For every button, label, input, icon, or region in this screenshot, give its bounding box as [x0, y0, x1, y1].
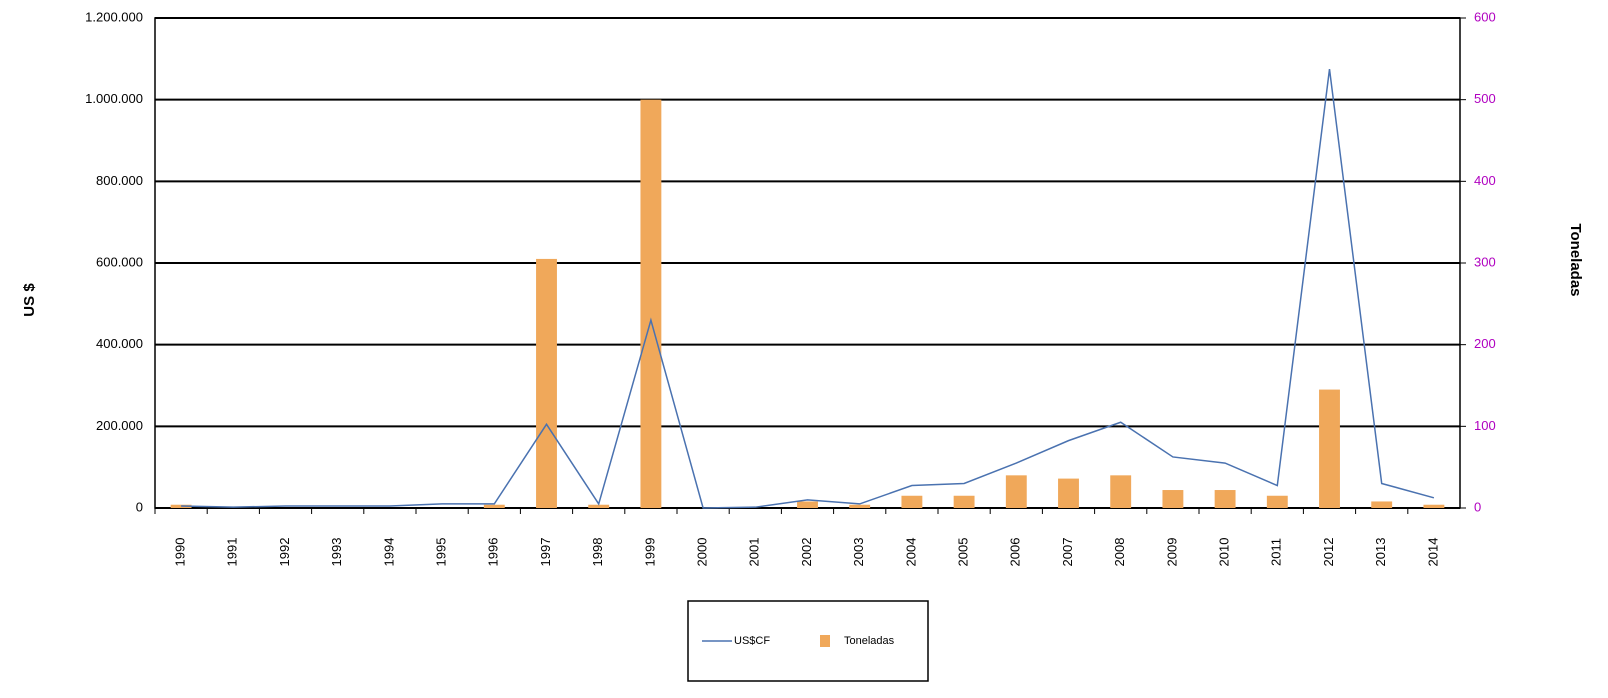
bar — [536, 258, 557, 508]
x-tick-label: 2001 — [747, 538, 762, 567]
x-tick-label: 2013 — [1373, 538, 1388, 567]
x-tick-label: 1998 — [590, 538, 605, 567]
legend-label: US$CF — [734, 635, 770, 647]
legend-swatch — [820, 635, 830, 647]
x-tick-label: 2008 — [1112, 538, 1127, 567]
y-tick-label: 0 — [136, 499, 143, 514]
y2-tick-label: 300 — [1474, 254, 1496, 269]
bar — [953, 495, 975, 508]
bar — [1423, 504, 1445, 508]
y2-tick-label: 500 — [1474, 91, 1496, 106]
x-tick-label: 2011 — [1269, 538, 1284, 566]
y-tick-label: 1.200.000 — [85, 9, 143, 24]
line — [181, 68, 1435, 509]
bar — [797, 501, 818, 508]
y2-axis-title: Toneladas — [1567, 223, 1584, 296]
bar — [1005, 475, 1027, 508]
x-tick-label: 1991 — [225, 538, 240, 567]
y-tick-label: 1.000.000 — [85, 91, 143, 106]
x-tick-label: 1993 — [329, 538, 344, 567]
y2-tick-label: 600 — [1474, 9, 1496, 24]
bar — [1058, 478, 1079, 508]
x-tick-label: 2006 — [1008, 538, 1023, 567]
bar — [901, 495, 923, 508]
x-tick-label: 2007 — [1060, 538, 1075, 567]
x-tick-label: 1997 — [538, 538, 553, 567]
y-tick-label: 800.000 — [96, 173, 143, 188]
x-tick-label: 2000 — [695, 538, 710, 567]
x-tick-label: 1995 — [434, 538, 449, 567]
y-tick-label: 200.000 — [96, 418, 143, 433]
x-tick-label: 2004 — [903, 538, 918, 567]
x-tick-label: 2009 — [1164, 538, 1179, 567]
bar — [588, 504, 610, 508]
x-tick-label: 2003 — [851, 538, 866, 567]
y-axis-title: US $ — [21, 283, 38, 317]
y-tick-label: 600.000 — [96, 254, 143, 269]
legend-label: Toneladas — [844, 635, 895, 647]
bar — [1214, 490, 1236, 508]
y2-tick-label: 200 — [1474, 336, 1496, 351]
x-tick-label: 1994 — [381, 538, 396, 567]
bar — [483, 504, 505, 508]
bar — [849, 504, 871, 508]
x-tick-label: 2005 — [956, 538, 971, 567]
x-tick-label: 1990 — [173, 538, 188, 567]
bar — [640, 99, 662, 509]
y2-tick-label: 400 — [1474, 173, 1496, 188]
bar — [1319, 389, 1340, 508]
bar — [1371, 501, 1393, 508]
x-tick-label: 2010 — [1217, 538, 1232, 567]
x-tick-label: 1996 — [486, 538, 501, 567]
x-tick-label: 2002 — [799, 538, 814, 567]
bar — [1266, 495, 1288, 508]
y2-tick-label: 0 — [1474, 499, 1481, 514]
bar — [1162, 490, 1184, 508]
x-tick-label: 2014 — [1425, 538, 1440, 567]
x-tick-label: 1992 — [277, 538, 292, 567]
y2-tick-label: 100 — [1474, 418, 1496, 433]
y-tick-label: 400.000 — [96, 336, 143, 351]
bar — [1110, 475, 1132, 508]
x-tick-label: 1999 — [642, 538, 657, 567]
x-tick-label: 2012 — [1321, 538, 1336, 567]
